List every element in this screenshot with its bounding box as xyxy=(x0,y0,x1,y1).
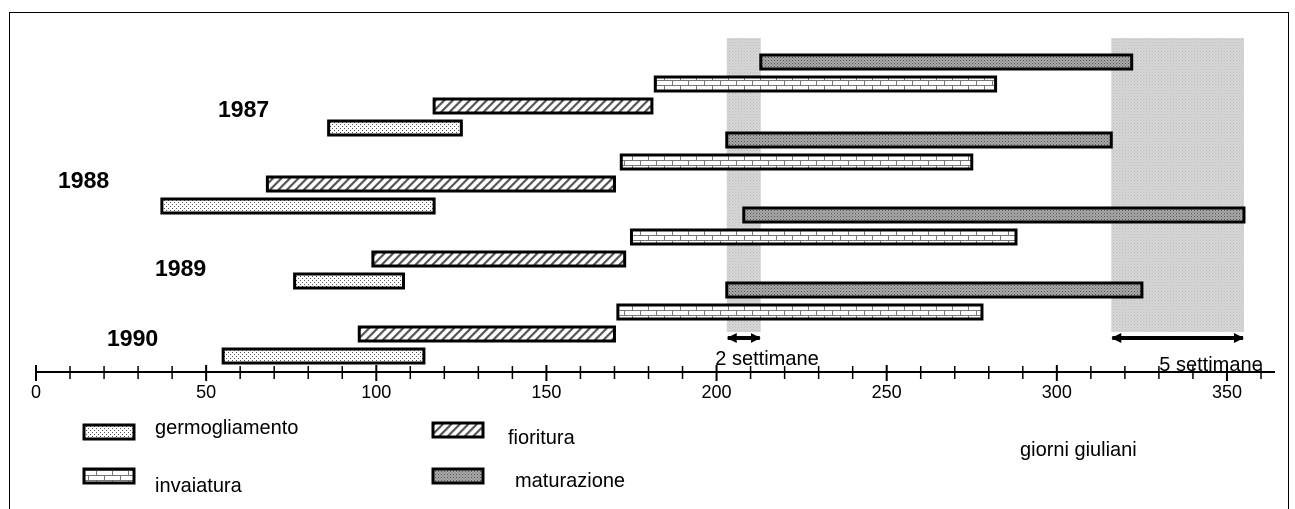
legend-label-invaiatura: invaiatura xyxy=(155,475,243,497)
x-tick-label: 350 xyxy=(1212,382,1242,402)
year-group-1987 xyxy=(327,53,1134,137)
legend-item-maturazione: maturazione xyxy=(431,467,625,492)
x-tick-label: 50 xyxy=(196,382,216,402)
band-label-1: 2 settimane xyxy=(715,348,818,370)
chart-frame xyxy=(9,12,1289,509)
bar-1990-germogliamento xyxy=(221,347,426,365)
year-label-1987: 1987 xyxy=(218,96,269,122)
legend-swatch-germogliamento xyxy=(82,423,136,441)
year-labels: 1987 1988 1989 1990 xyxy=(58,96,269,351)
legend-item-germogliamento: germogliamento xyxy=(82,417,298,441)
bar-1988-germogliamento xyxy=(160,197,436,215)
legend-swatch-invaiatura xyxy=(82,467,136,485)
legend-label-fioritura: fioritura xyxy=(508,427,576,449)
bar-1990-maturazione xyxy=(725,281,1144,299)
x-tick-label: 300 xyxy=(1042,382,1072,402)
x-tick-label: 250 xyxy=(872,382,902,402)
x-axis-title: giorni giuliani xyxy=(1020,439,1137,461)
legend-swatch-fioritura xyxy=(431,421,485,439)
bar-1990-fioritura xyxy=(357,325,616,343)
bar-1987-fioritura xyxy=(432,97,654,115)
legend-label-maturazione: maturazione xyxy=(515,470,625,492)
bar-1989-germogliamento xyxy=(293,272,405,290)
bar-1989-invaiatura xyxy=(629,228,1018,246)
bar-1989-maturazione xyxy=(742,206,1246,224)
year-label-1989: 1989 xyxy=(155,255,206,281)
bar-1988-fioritura xyxy=(265,175,616,193)
x-tick-label: 0 xyxy=(31,382,41,402)
bar-1989-fioritura xyxy=(371,250,627,268)
bar-1987-invaiatura xyxy=(653,75,998,93)
year-label-1990: 1990 xyxy=(107,325,158,351)
x-tick-label: 200 xyxy=(702,382,732,402)
legend-label-germogliamento: germogliamento xyxy=(155,417,298,439)
x-tick-label: 100 xyxy=(361,382,391,402)
year-group-1989 xyxy=(293,206,1246,290)
legend-swatch-maturazione xyxy=(431,467,485,485)
phase-bars xyxy=(160,53,1246,365)
bar-1987-maturazione xyxy=(759,53,1134,71)
bar-1990-invaiatura xyxy=(616,303,984,321)
bar-1988-invaiatura xyxy=(619,153,974,171)
year-label-1988: 1988 xyxy=(58,167,109,193)
x-tick-label: 150 xyxy=(531,382,561,402)
legend: germogliamento fioritura invaiatura maturaz… xyxy=(82,417,625,497)
band-label-2: 5 settimane xyxy=(1159,354,1262,376)
bar-1988-maturazione xyxy=(725,131,1113,149)
legend-item-fioritura: fioritura xyxy=(431,421,576,449)
year-group-1988 xyxy=(160,131,1113,215)
band-annotations: 2 settimane 5 settimane xyxy=(715,333,1263,376)
x-axis: 0 50 100 150 200 250 300 350 xyxy=(31,365,1275,402)
year-group-1990 xyxy=(221,281,1144,365)
legend-item-invaiatura: invaiatura xyxy=(82,467,243,497)
bar-1987-germogliamento xyxy=(327,119,463,137)
